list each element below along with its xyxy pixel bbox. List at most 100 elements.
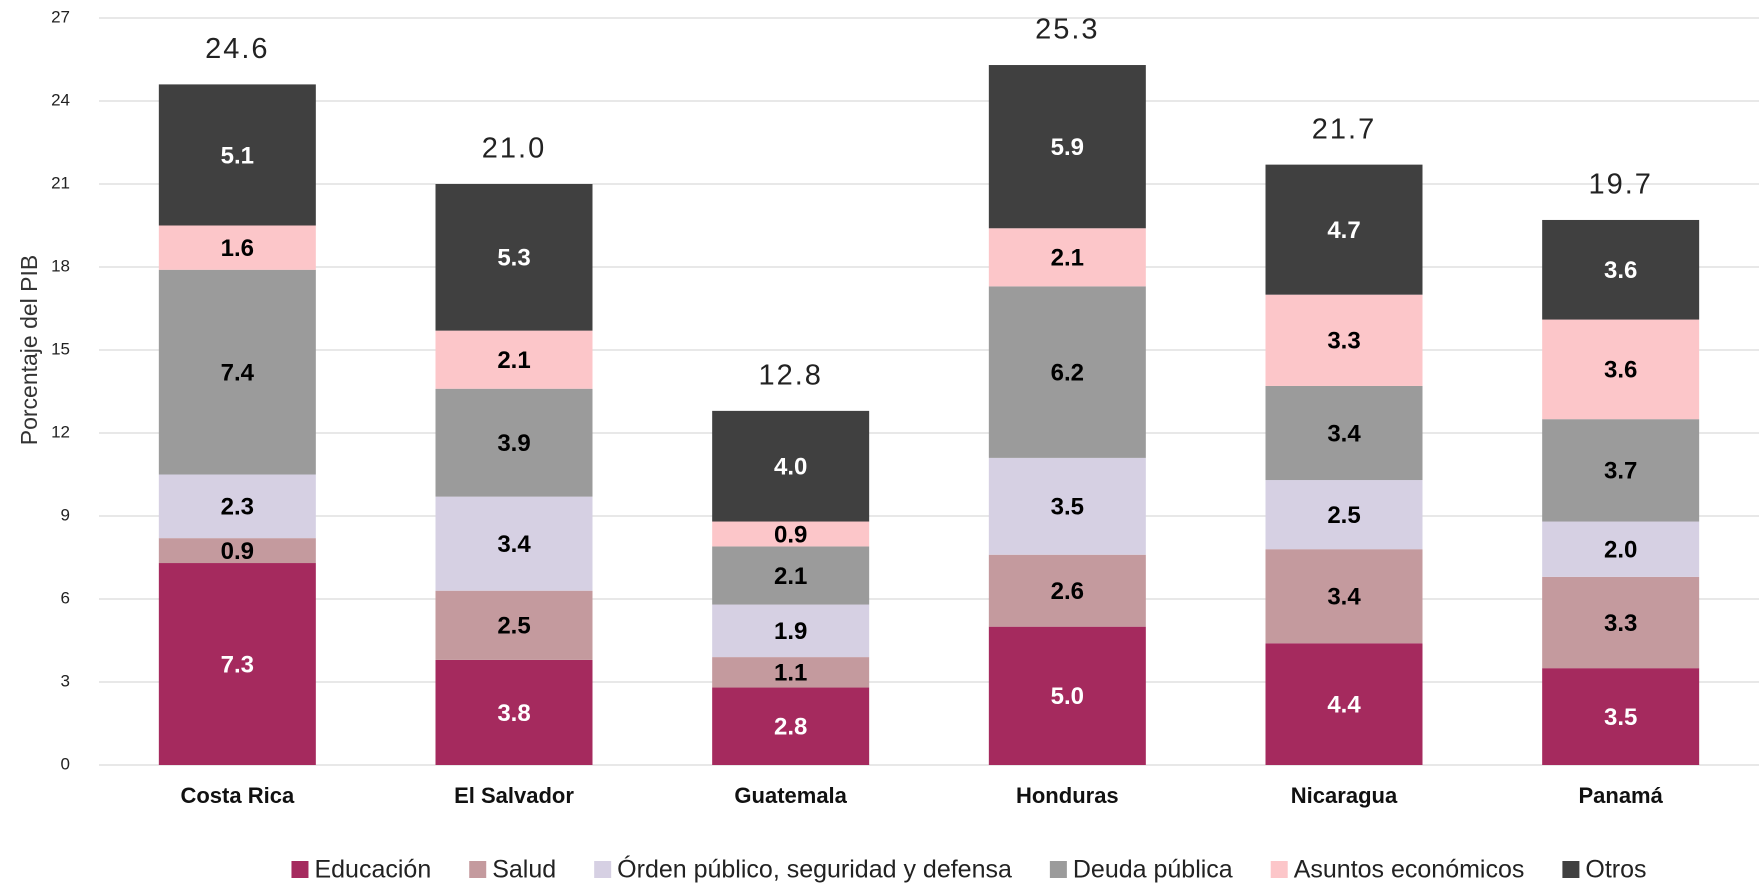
data-label: 5.3 [497,245,530,272]
data-label: 3.4 [1327,420,1361,447]
data-label: 5.0 [1051,683,1084,710]
y-tick-label: 27 [51,7,70,26]
bar-segment [1265,643,1423,765]
bar-segment [158,474,316,539]
data-label: 3.5 [1051,494,1084,521]
bar-segment [158,563,316,765]
bar-segment [435,184,593,331]
total-label: 19.7 [1588,169,1652,201]
bar-segment [988,457,1146,555]
legend-swatch [1049,861,1067,878]
data-label: 1.1 [774,660,807,687]
data-label: 7.4 [221,359,255,386]
legend-label: Deuda pública [1073,856,1233,884]
total-label: 24.6 [205,33,269,65]
x-tick-label: Honduras [1016,783,1119,808]
legend-swatch [1270,861,1288,878]
data-label: 7.3 [221,651,254,678]
bar-segment [712,657,870,688]
data-label: 2.0 [1604,537,1637,564]
data-label: 4.4 [1327,691,1361,718]
data-label: 5.1 [221,142,254,169]
bar-segment [435,590,593,660]
bar-segment [1265,164,1423,295]
bar-segment [1542,576,1700,669]
legend-label: Asuntos económicos [1294,856,1525,884]
bar-segment [435,659,593,765]
legend-swatch [1562,861,1580,878]
data-label: 4.0 [774,454,807,481]
bar-segment [1265,549,1423,644]
data-label: 0.9 [774,521,807,548]
bar-segment [1265,480,1423,550]
data-label: 2.1 [497,347,530,374]
bar-segment [1542,219,1700,320]
bar-segment [988,228,1146,287]
bar-segment [1265,294,1423,386]
y-tick-label: 21 [51,173,70,192]
bar-segment [988,286,1146,458]
data-label: 2.1 [1051,245,1084,272]
data-label: 3.3 [1604,610,1637,637]
bar-segment [1542,319,1700,420]
y-tick-label: 6 [61,588,70,607]
bar-segment [435,496,593,591]
bar-segment [1542,521,1700,577]
legend-label: Salud [492,856,556,884]
total-label: 25.3 [1035,14,1099,46]
data-label: 4.7 [1327,217,1360,244]
bar-segment [158,538,316,564]
legend-swatch [594,861,612,878]
data-label: 2.5 [497,613,530,640]
y-tick-label: 24 [51,90,70,109]
legend-label: Otros [1585,856,1646,884]
data-label: 6.2 [1051,359,1084,386]
x-tick-label: Costa Rica [180,783,294,808]
bar-segment [1542,668,1700,765]
y-axis-title: Porcentaje del PIB [16,255,42,446]
data-label: 3.6 [1604,357,1637,384]
bar-segment [712,604,870,658]
x-tick-label: Panamá [1578,783,1663,808]
legend-label: Educación [314,856,431,884]
data-label: 3.7 [1604,458,1637,485]
data-label: 2.6 [1051,578,1084,605]
legend-swatch [291,861,309,878]
data-label: 3.5 [1604,704,1637,731]
data-label: 5.9 [1051,134,1084,161]
data-label: 3.4 [497,531,531,558]
bar-segment [712,521,870,547]
legend-label: Órden público, seguridad y defensa [617,855,1012,884]
bar-segment [988,626,1146,765]
y-tick-label: 9 [61,505,70,524]
y-tick-label: 0 [61,754,70,773]
x-tick-label: El Salvador [454,783,574,808]
bar-segment [712,546,870,605]
x-tick-label: Nicaragua [1291,783,1398,808]
data-label: 2.8 [774,714,807,741]
data-label: 2.1 [774,563,807,590]
bar-segment [712,410,870,522]
bar-segment [1542,419,1700,522]
data-label: 2.5 [1327,502,1360,529]
data-label: 3.8 [497,700,530,727]
bar-segment [1265,385,1423,481]
bar-segment [158,269,316,475]
data-label: 3.4 [1327,584,1361,611]
data-label: 1.9 [774,618,807,645]
bar-segment [435,330,593,389]
total-label: 21.0 [482,133,546,165]
bar-segment [158,84,316,226]
data-label: 3.9 [497,430,530,457]
bar-segment [988,554,1146,627]
bar-segment [712,687,870,765]
data-label: 2.3 [221,494,254,521]
data-label: 3.3 [1327,328,1360,355]
total-label: 12.8 [758,360,822,392]
data-label: 1.6 [221,235,254,262]
bar-segment [435,388,593,497]
bar-segment [158,225,316,270]
y-tick-label: 18 [51,256,70,275]
bar-segment [988,65,1146,229]
